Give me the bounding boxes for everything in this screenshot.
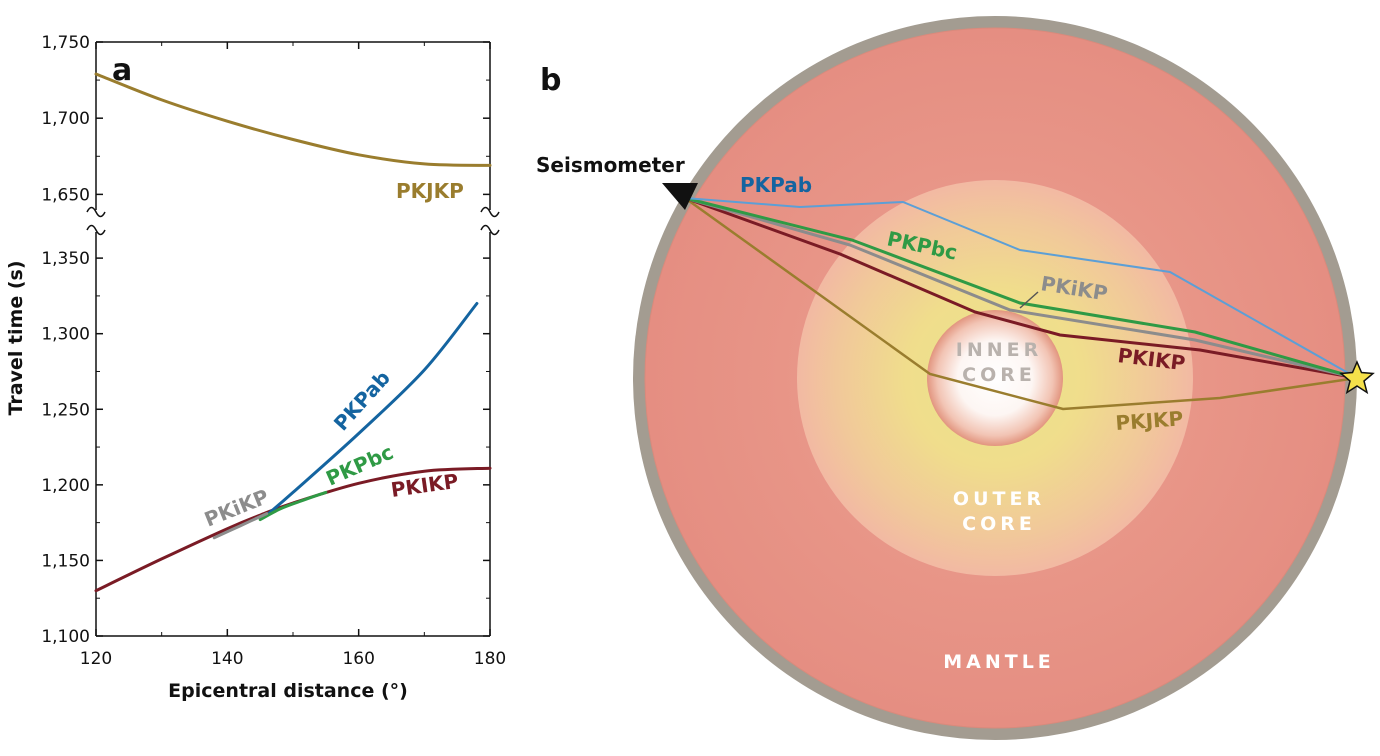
panel-b-label: b <box>540 63 561 98</box>
chart-series <box>94 72 492 593</box>
axis-break-left-1 <box>86 206 106 218</box>
mantle-label: MANTLE <box>943 651 1055 673</box>
pkjkp-label: PKJKP <box>396 179 464 203</box>
chart-series-labels: PKJKP PKPab PKPbc PKiKP PKIKP <box>201 179 464 532</box>
chart-axes <box>86 41 500 637</box>
inner-core-label-2: CORE <box>962 364 1036 386</box>
pkpab-ray <box>684 197 1358 379</box>
y-tick-label: 1,100 <box>41 627 90 647</box>
y-tick-label: 1,250 <box>41 400 90 420</box>
series-line-pkikp <box>212 512 269 540</box>
earth-cross-section: b INNER CORE OUTER CORE MANTLE PKPab PKP… <box>536 16 1375 740</box>
travel-time-chart: a 1,100 1,150 1,200 1,250 1,300 1,350 1,650 1,7… <box>5 33 506 702</box>
series-line-pkjkp <box>94 72 492 167</box>
y-tick-label: 1,350 <box>41 249 90 269</box>
x-axis-label: Epicentral distance (°) <box>168 680 408 702</box>
x-tick-label: 180 <box>474 649 506 669</box>
panel-a-label: a <box>112 53 132 88</box>
pkikp-ray <box>684 196 1358 380</box>
pkjkp-ray-label: PKJKP <box>1115 406 1184 435</box>
y-tick-label: 1,700 <box>41 109 90 129</box>
x-tick-label: 140 <box>211 649 243 669</box>
axis-break-right-2 <box>480 224 500 236</box>
axis-break-left-2 <box>86 224 106 236</box>
y-tick-label: 1,200 <box>41 476 90 496</box>
y-tick-label: 1,750 <box>41 33 90 53</box>
pkpbc-ray <box>684 196 1358 380</box>
pkikp-diff-ray <box>684 196 1358 380</box>
inner-core <box>927 310 1063 446</box>
series-line-pkpab <box>265 302 479 517</box>
y-tick-label: 1,650 <box>41 185 90 205</box>
pkpab-ray-label: PKPab <box>740 173 812 197</box>
pkjkp-ray <box>684 196 1358 411</box>
seismometer-icon <box>662 183 698 210</box>
outer-core-label-1: OUTER <box>953 488 1045 510</box>
seismometer-label: Seismometer <box>536 153 685 177</box>
inner-core-label-1: INNER <box>956 339 1042 361</box>
outer-core-label-2: CORE <box>962 513 1036 535</box>
series-line-pkpbc <box>258 490 328 522</box>
earthquake-star-icon <box>1339 360 1375 395</box>
y-axis-label: Travel time (s) <box>5 260 27 415</box>
x-tick-label: 120 <box>80 649 112 669</box>
y-tick-label: 1,150 <box>41 551 90 571</box>
x-tick-label: 160 <box>342 649 374 669</box>
pkikp-diff-pointer <box>1019 291 1039 309</box>
axis-break-right-1 <box>480 206 500 218</box>
chart-ticks: 1,100 1,150 1,200 1,250 1,300 1,350 1,650 1,700… <box>41 33 506 669</box>
pkpab-label: PKPab <box>329 366 395 436</box>
y-tick-label: 1,300 <box>41 325 90 345</box>
